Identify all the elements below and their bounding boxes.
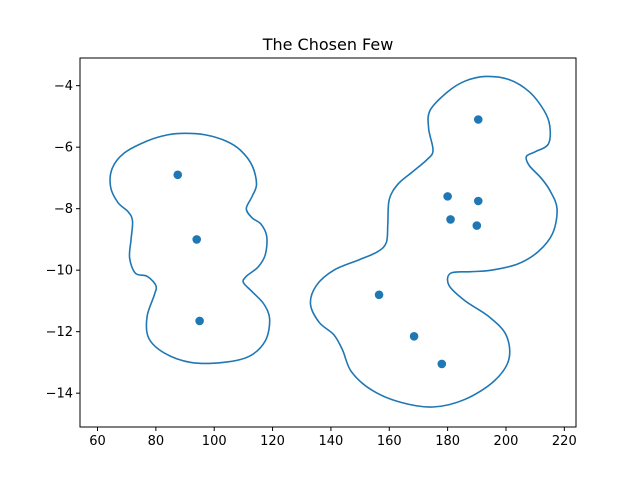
y-axis: −14 −12 −10 −8 −6 −4 [46, 79, 80, 402]
enclosure-curve-2 [309, 75, 558, 408]
scatter-point [473, 196, 483, 206]
scatter-point [192, 235, 202, 244]
x-tick-label: 180 [435, 434, 460, 449]
y-tick-label: −6 [54, 141, 73, 156]
scatter-point [472, 221, 482, 230]
y-tick-label: −4 [54, 79, 73, 94]
x-tick-label: 120 [260, 434, 285, 449]
x-tick-label: 200 [494, 434, 519, 449]
x-tick-label: 80 [148, 434, 165, 449]
scatter-points [173, 115, 483, 369]
axes-frame [79, 57, 577, 428]
x-axis: 60 80 100 120 140 160 180 200 220 [89, 427, 577, 449]
chart-title: The Chosen Few [262, 35, 394, 54]
y-tick-label: −14 [46, 387, 73, 402]
enclosure-group [109, 75, 558, 408]
x-tick-label: 60 [89, 434, 106, 449]
scatter-point [473, 115, 483, 124]
x-tick-label: 220 [552, 434, 577, 449]
scatter-point [409, 331, 419, 341]
y-tick-label: −8 [54, 202, 73, 217]
scatter-point [374, 290, 384, 300]
y-tick-label: −10 [46, 264, 73, 279]
scatter-point [437, 359, 447, 369]
enclosure-curve-1 [109, 132, 271, 365]
x-tick-label: 100 [202, 434, 227, 449]
scatter-point [443, 192, 452, 201]
scatter-point [173, 170, 183, 180]
y-tick-label: −12 [46, 325, 73, 340]
x-tick-label: 140 [319, 434, 344, 449]
x-tick-label: 160 [377, 434, 402, 449]
scatter-point [195, 316, 204, 326]
scatter-point [446, 215, 455, 224]
